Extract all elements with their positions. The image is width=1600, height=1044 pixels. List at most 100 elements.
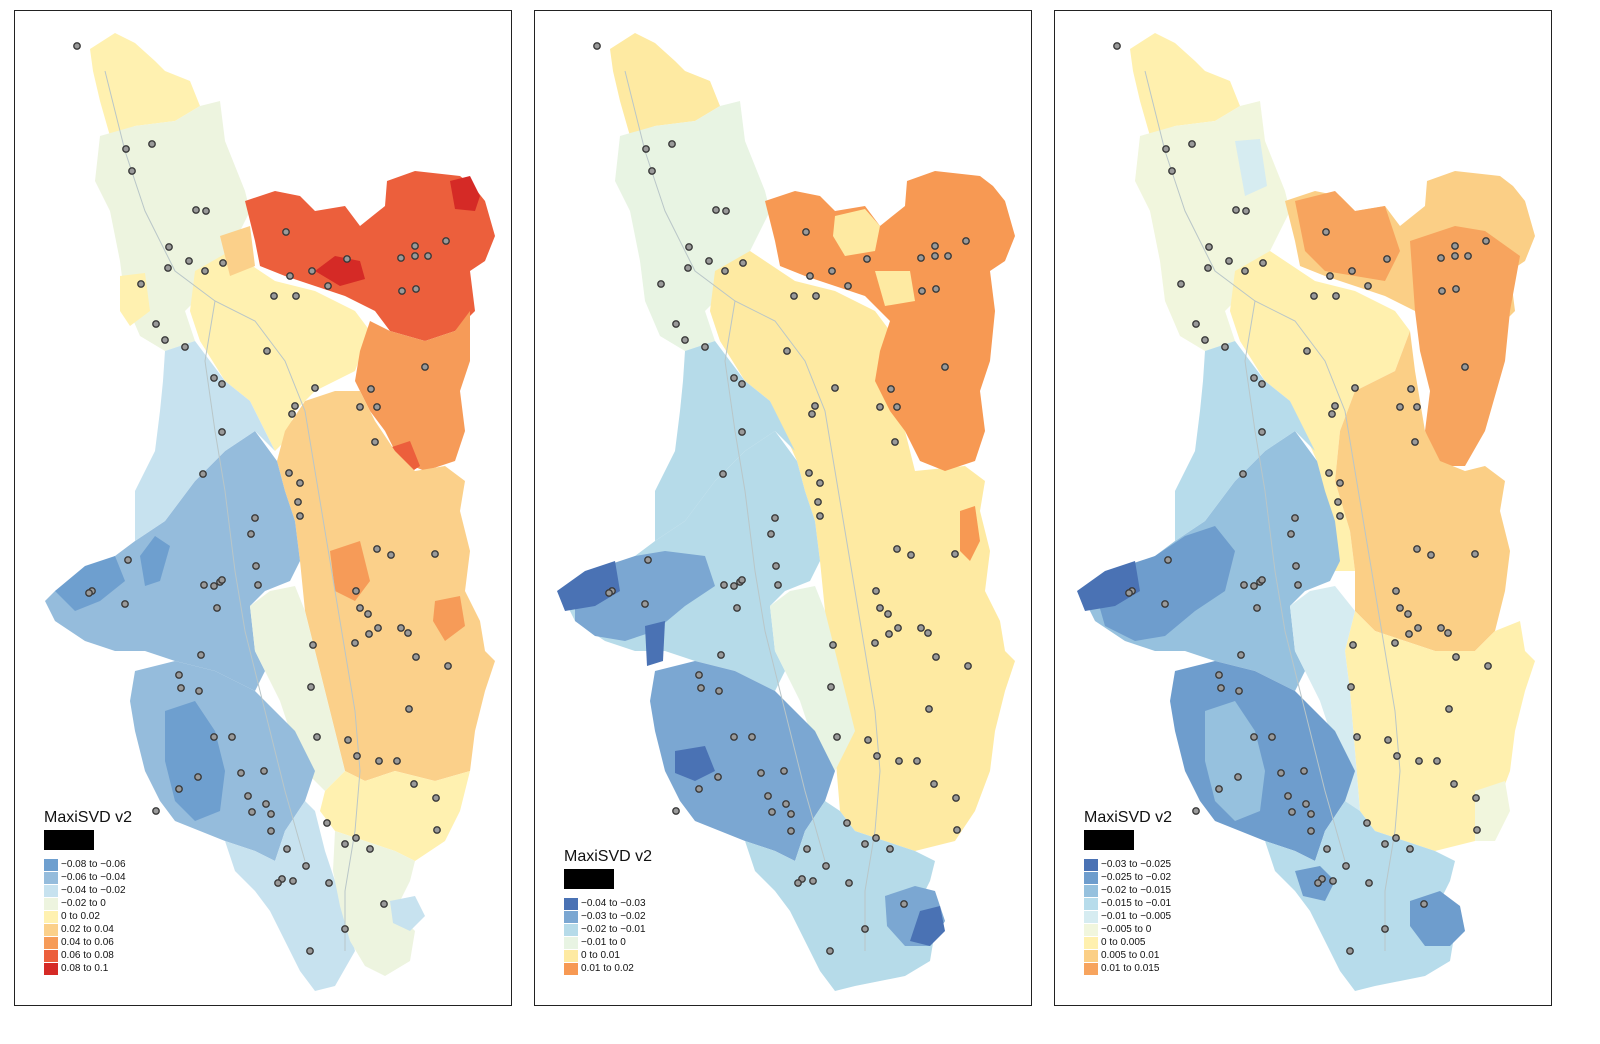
station-marker [808, 410, 816, 418]
region-darker-orange-east [1410, 226, 1520, 466]
station-marker [864, 736, 872, 744]
legend-label: −0.03 to −0.025 [1101, 859, 1172, 870]
station-marker [291, 402, 299, 410]
legend-items: −0.03 to −0.025 −0.025 to −0.02 −0.02 to −… [1084, 858, 1172, 975]
station-marker [767, 530, 775, 538]
station-marker [324, 282, 332, 290]
station-marker [380, 900, 388, 908]
station-marker [913, 757, 921, 765]
station-marker [192, 206, 200, 214]
region-central-yellow [190, 251, 370, 451]
river-main [624, 70, 881, 951]
legend-panel-2: MaxiSVD v2 −0.04 to −0.03 −0.03 to −0.02−… [564, 848, 652, 975]
station-marker [886, 845, 894, 853]
station-marker [782, 800, 790, 808]
legend-row: −0.03 to −0.02 [564, 910, 652, 923]
station-marker [1323, 845, 1331, 853]
legend-label: 0.08 to 0.1 [61, 963, 109, 974]
station-marker [412, 285, 420, 293]
station-marker [730, 582, 738, 590]
region-darkblue-patch [140, 536, 170, 586]
station-marker [895, 757, 903, 765]
station-marker [351, 639, 359, 647]
legend-swatch [564, 962, 578, 975]
region-north-yellow [90, 33, 200, 136]
station-marker [1438, 287, 1446, 295]
station-marker [1307, 810, 1315, 818]
legend-row: 0 to 0.005 [1084, 936, 1172, 949]
station-marker [1258, 576, 1266, 584]
station-marker [720, 581, 728, 589]
station-marker [941, 363, 949, 371]
station-marker [410, 780, 418, 788]
region-orange-sliver [960, 506, 980, 561]
station-marker [137, 280, 145, 288]
station-marker [811, 402, 819, 410]
station-marker [237, 769, 245, 777]
legend-swatch [564, 897, 578, 910]
station-marker [831, 384, 839, 392]
station-marker [411, 242, 419, 250]
station-marker [1433, 757, 1441, 765]
legend-label: 0.02 to 0.04 [61, 924, 114, 935]
legend-label: −0.06 to −0.04 [61, 872, 126, 883]
station-marker [1334, 498, 1342, 506]
legend-label: −0.02 to −0.015 [1101, 885, 1172, 896]
station-marker [944, 252, 952, 260]
region-south-light-east [333, 831, 415, 976]
station-marker [1452, 285, 1460, 293]
station-marker [695, 785, 703, 793]
station-marker [194, 773, 202, 781]
station-marker [356, 403, 364, 411]
station-marker [343, 255, 351, 263]
legend-label: 0 to 0.02 [61, 911, 100, 922]
legend-row: −0.06 to −0.04 [44, 871, 132, 884]
legend-swatch [564, 949, 578, 962]
station-marker [925, 705, 933, 713]
station-marker [1444, 629, 1452, 637]
station-marker [1162, 145, 1170, 153]
scale-bar [1084, 830, 1134, 850]
station-marker [917, 624, 925, 632]
station-marker [288, 410, 296, 418]
station-marker [397, 254, 405, 262]
station-marker [887, 385, 895, 393]
station-marker [1250, 582, 1258, 590]
station-marker [787, 810, 795, 818]
station-marker [1113, 42, 1121, 50]
station-marker [964, 662, 972, 670]
legend-items: −0.04 to −0.03 −0.03 to −0.02 −0.02 to −0.… [564, 897, 652, 975]
region-central-light-orange [277, 391, 495, 781]
legend-label: 0.04 to 0.06 [61, 937, 114, 948]
station-marker [365, 630, 373, 638]
legend-row: 0 to 0.01 [564, 949, 652, 962]
station-marker [1215, 785, 1223, 793]
station-marker [195, 687, 203, 695]
region-light-blue-west [135, 341, 275, 541]
station-marker [1473, 826, 1481, 834]
station-marker [1471, 550, 1479, 558]
station-marker [1393, 752, 1401, 760]
station-marker [1314, 879, 1322, 887]
basin-map [1077, 33, 1535, 991]
station-marker [907, 551, 915, 559]
station-marker [1288, 808, 1296, 816]
legend-row: −0.01 to −0.005 [1084, 910, 1172, 923]
region-west-blue [45, 431, 300, 691]
station-marker [197, 651, 205, 659]
region-northeast-orange [765, 171, 1015, 471]
region-north-yellow [610, 33, 720, 136]
station-marker [668, 140, 676, 148]
station-marker [286, 272, 294, 280]
legend-swatch [44, 923, 58, 936]
station-marker [405, 705, 413, 713]
station-marker [244, 792, 252, 800]
station-marker [717, 651, 725, 659]
region-northeast-red [245, 171, 495, 341]
station-marker [1411, 438, 1419, 446]
region-northwest-blue-strip [1235, 139, 1267, 196]
legend-swatch [44, 858, 58, 871]
legend-row: 0.04 to 0.06 [44, 936, 132, 949]
legend-label: −0.04 to −0.03 [581, 898, 646, 909]
map-panel-2: MaxiSVD v2 −0.04 to −0.03 −0.03 to −0.02−… [534, 10, 1032, 1006]
